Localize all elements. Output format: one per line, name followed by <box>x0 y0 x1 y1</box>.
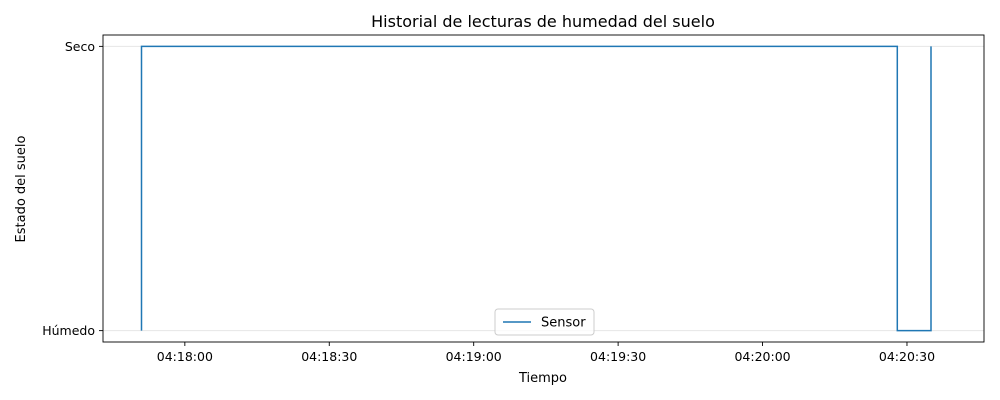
ticks: Húmedo Seco 04:18:00 04:18:30 04:19:00 04:19:… <box>42 39 935 364</box>
plot-frame <box>102 34 985 343</box>
y-axis-label: Estado del suelo <box>14 135 29 242</box>
series-line <box>140 45 932 332</box>
legend-label: Sensor <box>541 316 586 331</box>
x-tick-label: 04:19:00 <box>446 349 502 364</box>
x-tick-label: 04:20:00 <box>734 349 790 364</box>
chart-title: Historial de lecturas de humedad del sue… <box>371 12 715 31</box>
x-tick-label: 04:19:30 <box>590 349 646 364</box>
legend: Sensor <box>494 308 595 336</box>
x-tick-label: 04:20:30 <box>879 349 935 364</box>
x-axis-label: Tiempo <box>518 371 567 386</box>
y-tick-label: Seco <box>65 39 95 54</box>
legend-box <box>494 308 595 336</box>
series-layer <box>140 45 932 332</box>
grid <box>103 45 984 332</box>
x-tick-label: 04:18:00 <box>157 349 213 364</box>
x-tick-label: 04:18:30 <box>301 349 357 364</box>
y-tick-label: Húmedo <box>42 323 95 338</box>
